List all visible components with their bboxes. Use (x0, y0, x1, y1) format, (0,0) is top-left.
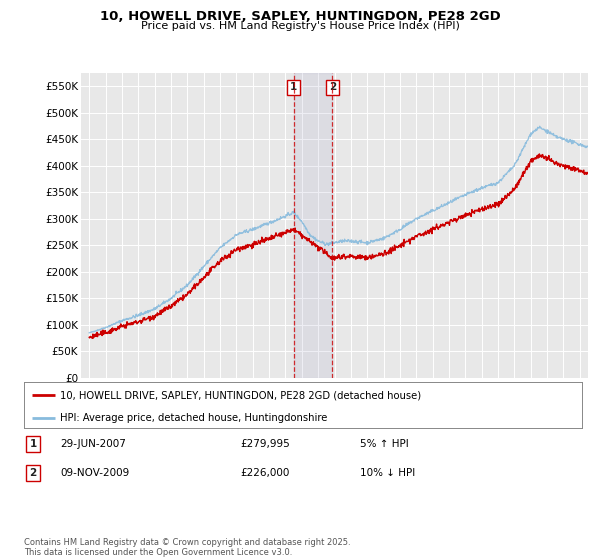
Text: 5% ↑ HPI: 5% ↑ HPI (360, 439, 409, 449)
Text: HPI: Average price, detached house, Huntingdonshire: HPI: Average price, detached house, Hunt… (60, 413, 328, 423)
Text: 1: 1 (29, 439, 37, 449)
Text: 10, HOWELL DRIVE, SAPLEY, HUNTINGDON, PE28 2GD: 10, HOWELL DRIVE, SAPLEY, HUNTINGDON, PE… (100, 10, 500, 23)
Text: £279,995: £279,995 (240, 439, 290, 449)
Text: 10, HOWELL DRIVE, SAPLEY, HUNTINGDON, PE28 2GD (detached house): 10, HOWELL DRIVE, SAPLEY, HUNTINGDON, PE… (60, 390, 421, 400)
Text: Contains HM Land Registry data © Crown copyright and database right 2025.
This d: Contains HM Land Registry data © Crown c… (24, 538, 350, 557)
Text: 2: 2 (329, 82, 336, 92)
Text: 1: 1 (290, 82, 297, 92)
Text: 10% ↓ HPI: 10% ↓ HPI (360, 468, 415, 478)
Text: 29-JUN-2007: 29-JUN-2007 (60, 439, 126, 449)
Text: Price paid vs. HM Land Registry's House Price Index (HPI): Price paid vs. HM Land Registry's House … (140, 21, 460, 31)
Text: 2: 2 (29, 468, 37, 478)
Text: 09-NOV-2009: 09-NOV-2009 (60, 468, 129, 478)
Bar (293, 73, 332, 378)
Text: £226,000: £226,000 (240, 468, 289, 478)
